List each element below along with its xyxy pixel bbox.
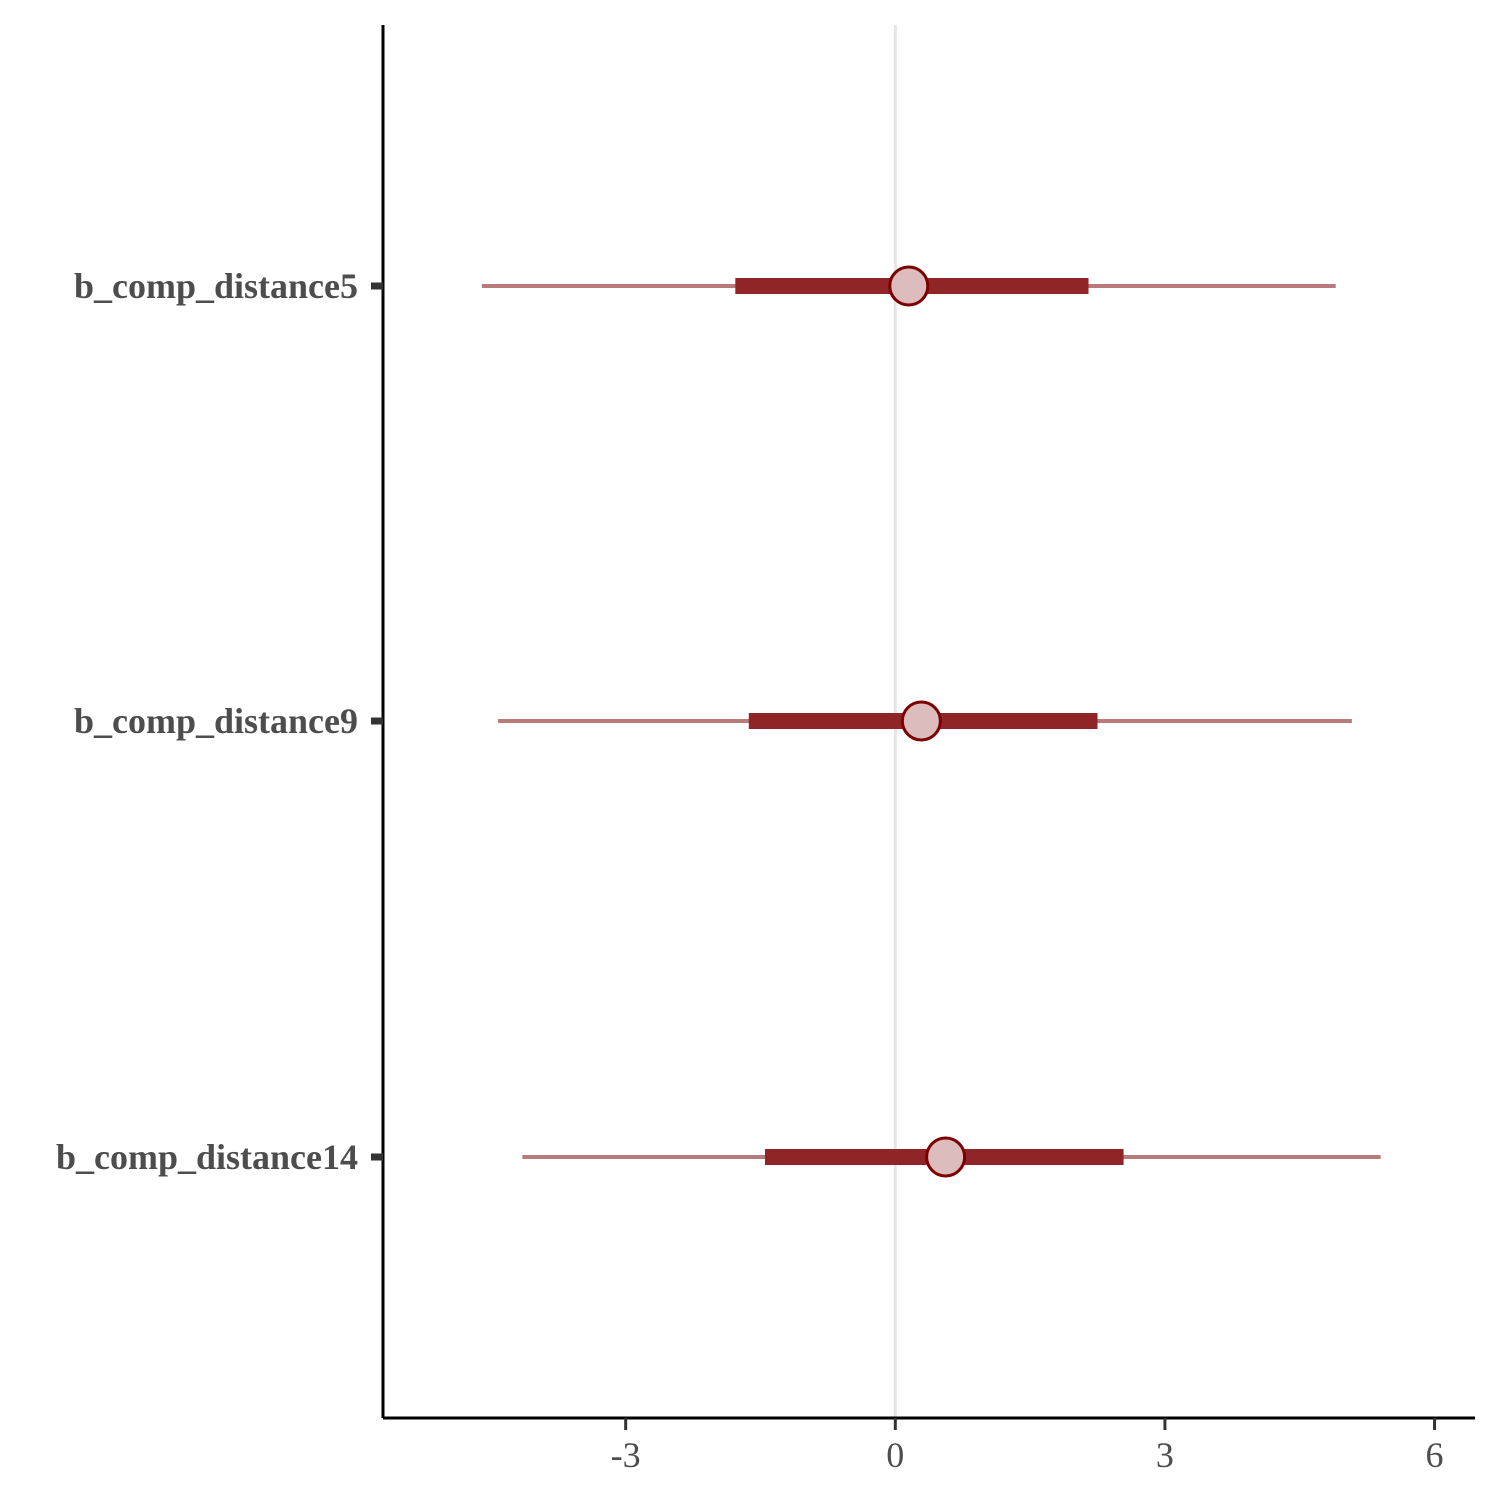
x-tick-label: -3	[611, 1435, 641, 1475]
y-tick-label: b_comp_distance14	[56, 1137, 358, 1177]
interval-marks-layer	[481, 265, 1381, 1178]
ticks-layer: b_comp_distance5 b_comp_distance9 b_comp_d…	[56, 266, 1444, 1475]
parameter-row	[522, 1136, 1381, 1178]
parameter-row	[481, 265, 1336, 307]
x-tick-label: 6	[1426, 1435, 1444, 1475]
median-point	[900, 700, 942, 742]
x-tick-label: 3	[1156, 1435, 1174, 1475]
median-point	[925, 1136, 967, 1178]
parameter-row	[498, 700, 1352, 742]
x-tick-label: 0	[886, 1435, 904, 1475]
y-tick-label: b_comp_distance9	[74, 701, 358, 741]
y-tick-label: b_comp_distance5	[74, 266, 358, 306]
median-point	[888, 265, 930, 307]
